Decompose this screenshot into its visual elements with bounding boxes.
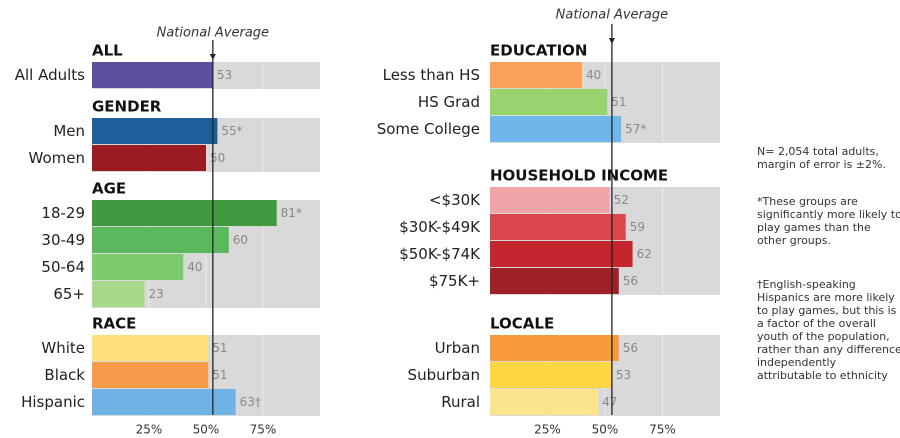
value-label: 51 bbox=[212, 341, 227, 355]
x-tick-label: 25% bbox=[534, 423, 561, 437]
group-title: RACE bbox=[92, 315, 136, 333]
bar bbox=[490, 335, 619, 361]
bar bbox=[92, 118, 218, 144]
category-label: 50-64 bbox=[41, 258, 85, 276]
x-tick-label: 25% bbox=[136, 423, 163, 437]
group-title: AGE bbox=[92, 180, 126, 198]
reference-label: National Average bbox=[556, 8, 668, 23]
value-label: 59 bbox=[630, 220, 645, 234]
value-label: 56 bbox=[623, 274, 638, 288]
value-label: 63† bbox=[240, 395, 261, 409]
category-label: Suburban bbox=[408, 366, 480, 384]
group-title: LOCALE bbox=[490, 315, 554, 333]
bar bbox=[490, 62, 582, 88]
group-title: GENDER bbox=[92, 98, 162, 116]
category-label: $75K+ bbox=[429, 272, 480, 290]
category-label: 30-49 bbox=[41, 231, 85, 249]
group-title: HOUSEHOLD INCOME bbox=[490, 167, 668, 185]
value-label: 40 bbox=[586, 68, 601, 82]
note: †English-speaking Hispanics are more lik… bbox=[757, 278, 900, 382]
value-label: 81* bbox=[281, 206, 302, 220]
bar bbox=[490, 389, 599, 415]
bar bbox=[490, 89, 608, 115]
category-label: HS Grad bbox=[418, 93, 480, 111]
bar bbox=[92, 200, 277, 226]
category-label: Men bbox=[53, 122, 85, 140]
value-label: 53 bbox=[616, 368, 631, 382]
category-label: Women bbox=[29, 149, 85, 167]
bar bbox=[92, 281, 145, 307]
category-label: White bbox=[41, 339, 85, 357]
bar bbox=[92, 362, 209, 388]
x-tick-label: 75% bbox=[250, 423, 277, 437]
category-label: <$30K bbox=[429, 191, 481, 209]
category-label: $30K-$49K bbox=[399, 218, 481, 236]
value-label: 60 bbox=[233, 233, 248, 247]
group-title: ALL bbox=[92, 42, 123, 60]
bar bbox=[92, 389, 236, 415]
bar bbox=[490, 241, 633, 267]
x-tick-label: 50% bbox=[193, 423, 220, 437]
bar bbox=[490, 362, 612, 388]
value-label: 40 bbox=[187, 260, 202, 274]
category-label: 18-29 bbox=[41, 204, 85, 222]
x-tick-label: 50% bbox=[592, 423, 619, 437]
x-tick-label: 75% bbox=[649, 423, 676, 437]
note: *These groups are significantly more lik… bbox=[757, 195, 900, 247]
value-label: 55* bbox=[221, 124, 242, 138]
category-label: Rural bbox=[441, 393, 480, 411]
value-label: 56 bbox=[623, 341, 638, 355]
category-label: 65+ bbox=[53, 285, 85, 303]
category-label: Some College bbox=[377, 120, 480, 138]
bar bbox=[490, 214, 626, 240]
bar bbox=[92, 254, 184, 280]
category-label: All Adults bbox=[15, 66, 85, 84]
category-label: Black bbox=[44, 366, 85, 384]
bar bbox=[490, 268, 619, 294]
value-label: 51 bbox=[611, 95, 626, 109]
reference-arrow bbox=[209, 54, 216, 60]
bar bbox=[490, 116, 622, 142]
bar bbox=[490, 187, 610, 213]
value-label: 50 bbox=[210, 151, 225, 165]
value-label: 62 bbox=[637, 247, 652, 261]
category-label: Urban bbox=[435, 339, 480, 357]
value-label: 57* bbox=[625, 122, 646, 136]
bar bbox=[92, 335, 209, 361]
note: N= 2,054 total adults, margin of error i… bbox=[757, 145, 886, 171]
category-label: $50K-$74K bbox=[399, 245, 481, 263]
category-label: Hispanic bbox=[21, 393, 85, 411]
bar bbox=[92, 62, 213, 88]
group-title: EDUCATION bbox=[490, 42, 587, 60]
value-label: 47 bbox=[602, 395, 617, 409]
value-label: 23 bbox=[148, 287, 163, 301]
value-label: 51 bbox=[212, 368, 227, 382]
value-label: 52 bbox=[614, 193, 629, 207]
reference-arrow bbox=[608, 38, 615, 44]
value-label: 53 bbox=[217, 68, 232, 82]
bar bbox=[92, 145, 206, 171]
reference-label: National Average bbox=[157, 26, 269, 41]
bar bbox=[92, 227, 229, 253]
category-label: Less than HS bbox=[383, 66, 480, 84]
